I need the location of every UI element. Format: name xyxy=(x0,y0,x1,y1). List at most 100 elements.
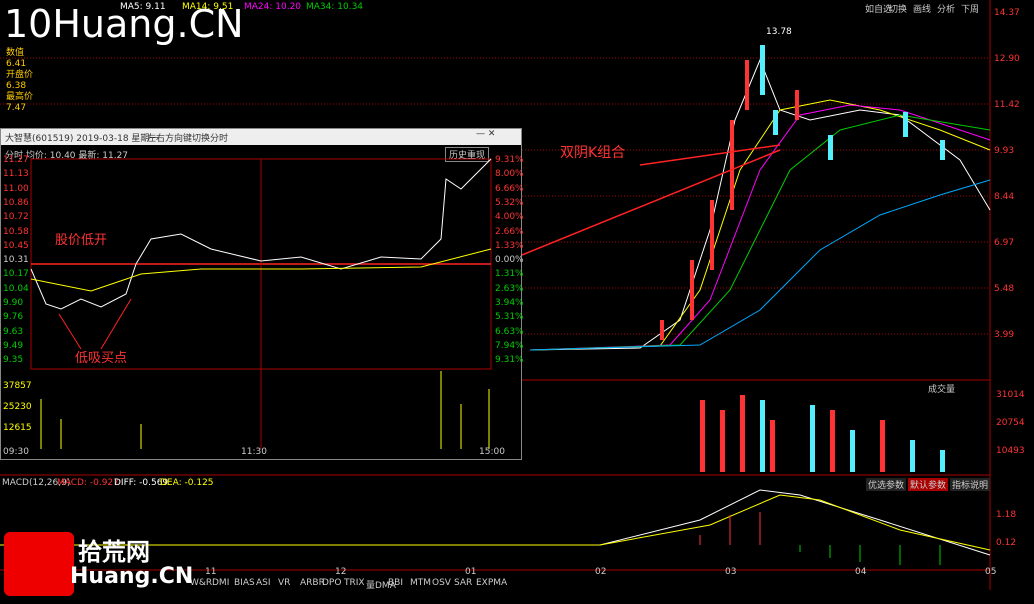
tab[interactable]: 量DMA xyxy=(366,581,396,591)
volume-label: 成交量 xyxy=(928,385,956,395)
y-tick-label: 1.31% xyxy=(495,269,524,280)
y-tick-label: 12615 xyxy=(3,423,32,433)
quote-field: 最高价 xyxy=(6,92,34,102)
tab[interactable]: BIAS xyxy=(234,578,255,588)
y-tick-label: 11.42 xyxy=(994,100,1020,110)
button[interactable]: 切换 xyxy=(889,5,908,15)
close-button[interactable]: — ✕ xyxy=(476,129,496,139)
intraday-window: 大智慧(601519) 2019-03-18 星期一 左右方向键切换分时 — ✕… xyxy=(0,128,524,460)
x-tick-label: 11 xyxy=(205,567,217,577)
y-tick-label: 5.31% xyxy=(495,312,524,323)
quote-field: 6.38 xyxy=(6,81,27,91)
intraday-header: 分时 均价: 10.40 最新: 11.27 xyxy=(5,151,129,161)
macd-legend: MACD(12,26,9) xyxy=(2,478,71,488)
y-tick-label: 20754 xyxy=(996,418,1025,428)
macd-legend: MACD: -0.927 xyxy=(57,478,119,488)
y-tick-label: 10.58 xyxy=(3,226,29,237)
x-tick-label: 12 xyxy=(335,567,347,577)
y-tick-label: 37857 xyxy=(3,381,32,391)
ma-label: MA24: 10.20 xyxy=(244,2,302,12)
y-tick-label: 31014 xyxy=(996,390,1025,400)
y-tick-label: 11.27 xyxy=(3,155,29,165)
tab[interactable]: ASI xyxy=(256,578,271,588)
tab[interactable]: DMI xyxy=(212,578,230,588)
peak-label: 13.78 xyxy=(766,27,792,37)
y-tick-label: 10.86 xyxy=(3,197,29,208)
y-tick-label: 0.12 xyxy=(996,538,1017,548)
button[interactable]: 默认参数 xyxy=(908,478,949,491)
y-tick-label: 8.44 xyxy=(994,192,1015,202)
y-tick-label: 9.76 xyxy=(3,312,24,323)
button[interactable]: 分析 xyxy=(937,5,956,15)
y-tick-label: 12.90 xyxy=(994,54,1020,64)
tab[interactable]: MTM xyxy=(410,578,432,588)
y-tick-label: 5.32% xyxy=(495,197,524,208)
y-tick-label: 9.31% xyxy=(495,155,524,165)
tab[interactable]: EXPMA xyxy=(476,578,508,588)
tab[interactable]: DPO xyxy=(322,578,342,588)
quote-field: 7.47 xyxy=(6,103,27,113)
y-tick-label: 11.13 xyxy=(3,169,29,180)
x-tick-label: 01 xyxy=(465,567,477,577)
y-tick-label: 25230 xyxy=(3,402,32,412)
y-tick-label: 6.66% xyxy=(495,183,524,194)
ma-label: MA34: 10.34 xyxy=(306,2,364,12)
intraday-plot xyxy=(30,158,492,449)
ma-label: MA5: 9.11 xyxy=(120,2,166,12)
x-tick-label: 11:30 xyxy=(241,447,267,457)
x-tick-label: 02 xyxy=(595,567,607,577)
y-tick-label: 10.17 xyxy=(3,269,29,280)
macd-legend: DEA: -0.125 xyxy=(160,478,214,488)
y-tick-label: 9.93 xyxy=(994,146,1015,156)
y-tick-label: 3.94% xyxy=(495,298,524,308)
tab[interactable]: ARBR xyxy=(300,578,325,588)
button[interactable]: 如自选 xyxy=(865,5,893,15)
logo-cn: 拾荒网 xyxy=(78,538,150,566)
ma-label: MA14: 9.51 xyxy=(182,2,234,12)
logo-en: Huang.CN xyxy=(70,564,194,589)
y-tick-label: 2.63% xyxy=(495,283,524,294)
y-tick-label: 4.00% xyxy=(495,212,524,223)
y-tick-label: 10.04 xyxy=(3,283,29,294)
y-tick-label: 10.72 xyxy=(3,212,29,223)
x-tick-label: 15:00 xyxy=(479,447,505,457)
y-tick-label: 1.33% xyxy=(495,240,524,251)
tab[interactable]: W&R xyxy=(190,578,213,588)
x-tick-label: 03 xyxy=(725,567,737,577)
tab[interactable]: TRIX xyxy=(344,578,365,588)
tab[interactable]: SAR xyxy=(454,578,473,588)
y-tick-label: 9.63 xyxy=(3,326,24,337)
annotation: 双阴K组合 xyxy=(560,145,626,161)
tab[interactable]: BBI xyxy=(388,578,404,588)
watermark: 10Huang.CN xyxy=(4,2,244,46)
note-buy: 低吸买点 xyxy=(75,351,128,366)
note-open: 股价低开 xyxy=(55,233,108,248)
y-tick-label: 9.90 xyxy=(3,298,24,308)
y-tick-label: 1.18 xyxy=(996,510,1017,520)
y-tick-label: 6.97 xyxy=(994,238,1015,248)
x-tick-label: 05 xyxy=(985,567,997,577)
y-tick-label: 9.35 xyxy=(3,355,24,366)
button[interactable]: 指标说明 xyxy=(950,478,991,491)
y-tick-label: 7.94% xyxy=(495,340,524,351)
y-tick-label: 10.31 xyxy=(3,255,29,266)
window-title: 大智慧(601519) 2019-03-18 星期一 xyxy=(5,134,159,144)
y-tick-label: 9.31% xyxy=(495,355,524,366)
y-tick-label: 5.48 xyxy=(994,284,1015,294)
tab[interactable]: VR xyxy=(278,578,291,588)
y-tick-label: 0.00% xyxy=(495,255,524,266)
y-tick-label: 6.63% xyxy=(495,326,524,337)
quote-field: 数值 xyxy=(6,48,25,58)
y-tick-label: 8.00% xyxy=(495,169,524,180)
button[interactable]: 下周 xyxy=(961,5,980,15)
button[interactable]: 优选参数 xyxy=(866,478,907,491)
quote-field: 6.41 xyxy=(6,59,27,69)
button[interactable]: 画线 xyxy=(913,5,932,15)
macd-legend: DIFF: -0.569 xyxy=(114,478,169,488)
x-tick-label: 09:30 xyxy=(3,447,29,457)
y-tick-label: 14.37 xyxy=(994,8,1020,18)
tab[interactable]: OSV xyxy=(432,578,451,588)
y-tick-label: 9.49 xyxy=(3,340,24,351)
hint: 左右方向键切换分时 xyxy=(147,134,229,144)
replay-button[interactable]: 历史重现 xyxy=(445,147,490,162)
